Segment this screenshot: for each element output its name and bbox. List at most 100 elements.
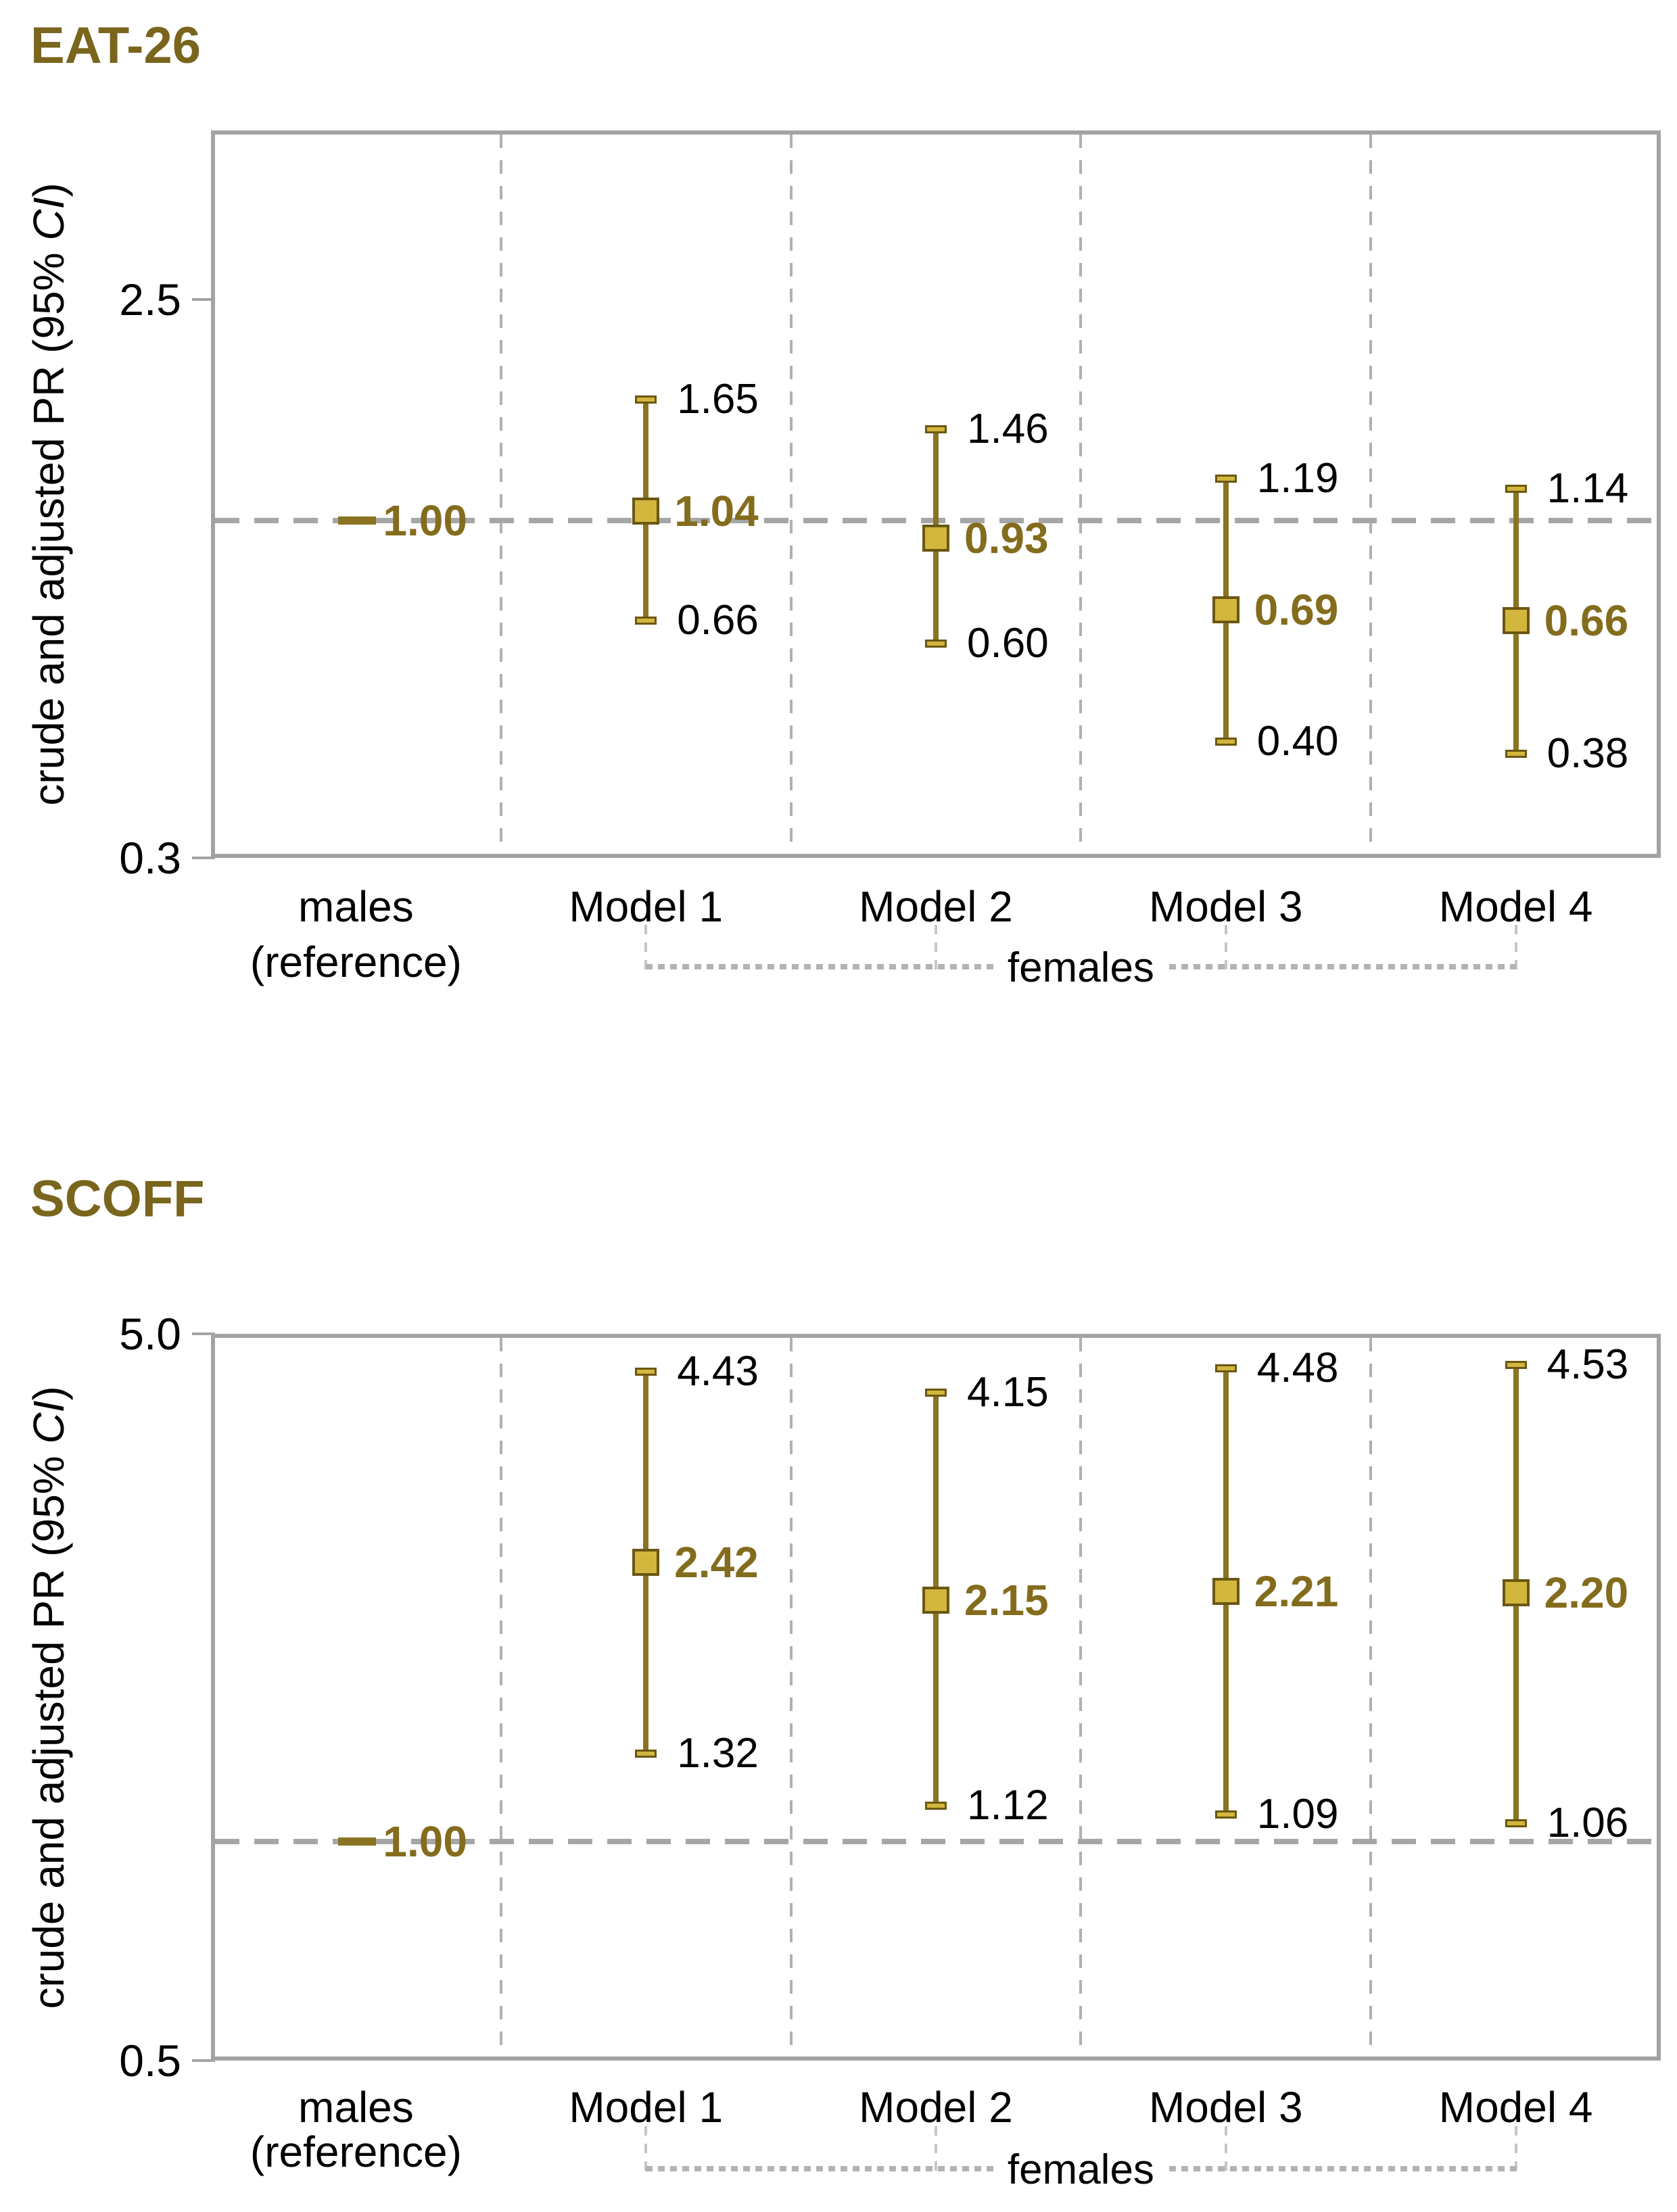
reference-line — [215, 1839, 1657, 1844]
x-category-label: Model 4 — [1438, 2083, 1593, 2132]
y-tick-label: 2.5 — [119, 274, 181, 325]
column-gridline — [1369, 135, 1373, 854]
column-gridline — [789, 1338, 793, 2057]
ci-upper-cap — [1505, 1360, 1527, 1369]
ci-lower-label: 0.60 — [967, 620, 1049, 667]
point-estimate-label: 0.66 — [1544, 596, 1629, 646]
point-estimate-label: 2.20 — [1544, 1568, 1629, 1617]
group-bracket-connector — [1224, 2126, 1227, 2171]
ci-lower-cap — [925, 1802, 947, 1810]
column-gridline — [789, 135, 793, 854]
ci-upper-label: 4.43 — [677, 1348, 759, 1395]
x-category-label: Model 3 — [1148, 2083, 1303, 2132]
group-bracket-label: females — [996, 2149, 1165, 2191]
ci-lower-label: 1.32 — [677, 1730, 759, 1777]
reference-marker-dash — [338, 516, 377, 525]
group-bracket-connector — [1224, 925, 1227, 969]
ci-lower-label: 1.09 — [1256, 1790, 1339, 1837]
panel-title-eat26: EAT-26 — [30, 17, 202, 74]
point-estimate-label: 0.93 — [964, 513, 1049, 562]
x-category-label: Model 3 — [1148, 882, 1303, 931]
ci-upper-cap — [925, 1388, 947, 1397]
group-bracket-connector — [644, 925, 648, 969]
reference-value-label: 1.00 — [383, 496, 467, 545]
ci-upper-cap — [1214, 474, 1237, 483]
x-category-sublabel: (reference) — [250, 2127, 462, 2176]
ci-lower-cap — [925, 640, 947, 648]
x-category-sublabel: (reference) — [250, 938, 462, 986]
y-axis-label: crude and adjusted PR (95% CI) — [24, 1385, 73, 2009]
y-tick-label: 5.0 — [119, 1309, 181, 1359]
point-estimate-marker — [632, 1549, 660, 1577]
ci-lower-cap — [635, 617, 657, 625]
x-category-label: Model 2 — [859, 882, 1013, 931]
ci-upper-cap — [925, 425, 947, 434]
y-tick-mark — [192, 857, 215, 859]
y-tick-label: 0.3 — [119, 833, 181, 883]
group-bracket-connector — [935, 2126, 937, 2171]
point-estimate-marker — [1212, 1577, 1239, 1605]
x-category-label: Model 1 — [569, 882, 724, 931]
y-tick-mark — [192, 2059, 215, 2062]
column-gridline — [499, 135, 502, 854]
point-estimate-label: 1.04 — [674, 487, 759, 536]
ci-lower-label: 0.38 — [1546, 729, 1629, 777]
y-axis-label-close: ) — [24, 1385, 73, 1401]
ci-lower-cap — [1214, 1810, 1237, 1819]
plot-area-frame — [211, 130, 1661, 858]
ci-upper-label: 4.48 — [1256, 1344, 1339, 1391]
ci-lower-cap — [1505, 749, 1527, 758]
ci-upper-label: 4.53 — [1546, 1341, 1629, 1388]
group-bracket-connector — [935, 925, 937, 969]
group-bracket-connector — [1514, 925, 1517, 969]
y-axis-label-ci-italic: CI — [24, 1400, 73, 1444]
group-bracket-connector — [1514, 2126, 1517, 2171]
ci-lower-label: 0.40 — [1256, 717, 1339, 765]
ci-upper-cap — [635, 1368, 657, 1376]
x-category-label: males — [298, 2083, 414, 2132]
point-estimate-label: 2.15 — [964, 1575, 1049, 1625]
ci-upper-cap — [635, 395, 657, 404]
group-bracket-label: females — [996, 947, 1165, 989]
x-category-label: males — [298, 882, 414, 931]
x-category-label: Model 2 — [859, 2083, 1013, 2132]
point-estimate-label: 0.69 — [1254, 585, 1339, 635]
ci-upper-cap — [1214, 1364, 1237, 1372]
column-gridline — [499, 1338, 502, 2057]
ci-lower-label: 1.06 — [1546, 1799, 1629, 1846]
x-category-label: Model 1 — [569, 2083, 724, 2132]
ci-lower-label: 0.66 — [677, 597, 759, 644]
ci-lower-cap — [1505, 1819, 1527, 1827]
ci-upper-cap — [1505, 485, 1527, 494]
column-gridline — [1369, 1338, 1373, 2057]
point-estimate-label: 2.21 — [1254, 1566, 1339, 1616]
point-estimate-marker — [922, 1586, 949, 1614]
ci-lower-label: 1.12 — [967, 1782, 1049, 1829]
point-estimate-marker — [632, 498, 660, 525]
ci-upper-label: 1.14 — [1546, 465, 1629, 512]
ci-upper-label: 4.15 — [967, 1368, 1049, 1416]
reference-marker-dash — [338, 1837, 377, 1846]
point-estimate-marker — [922, 524, 949, 552]
x-category-label: Model 4 — [1438, 882, 1593, 931]
y-tick-label: 0.5 — [119, 2036, 181, 2086]
point-estimate-marker — [1502, 1579, 1530, 1606]
y-tick-mark — [192, 298, 215, 302]
y-axis-label-text: crude and adjusted PR (95% — [24, 1443, 73, 2009]
plot-area-frame — [211, 1334, 1661, 2061]
column-gridline — [1079, 1338, 1083, 2057]
ci-lower-cap — [1214, 737, 1237, 746]
column-gridline — [1079, 135, 1083, 854]
group-bracket-connector — [644, 2126, 648, 2171]
point-estimate-marker — [1502, 607, 1530, 635]
ci-upper-label: 1.65 — [677, 376, 759, 423]
panel-title-scoff: SCOFF — [30, 1170, 205, 1228]
point-estimate-marker — [1212, 596, 1239, 624]
ci-lower-cap — [635, 1750, 657, 1758]
ci-upper-label: 1.46 — [967, 406, 1049, 453]
point-estimate-label: 2.42 — [674, 1538, 759, 1587]
ci-upper-label: 1.19 — [1256, 454, 1339, 502]
